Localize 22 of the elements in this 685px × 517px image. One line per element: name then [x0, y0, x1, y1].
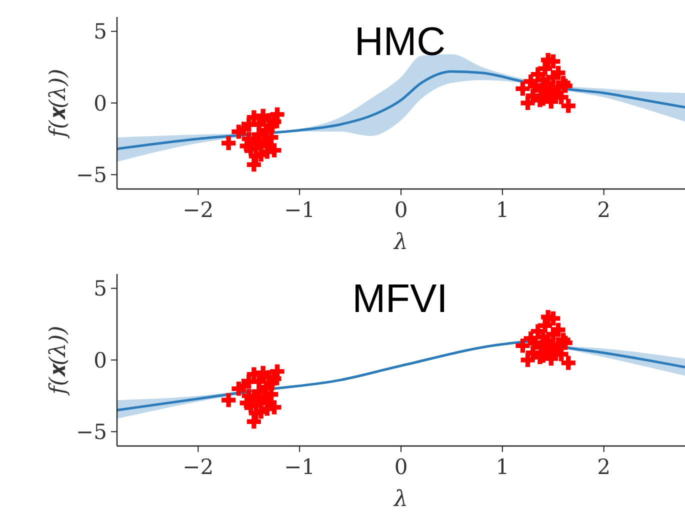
y-tick-label: −5 [76, 163, 107, 188]
y-tick-label: −5 [76, 420, 107, 444]
chart-title: HMC [354, 20, 446, 64]
y-tick-label: 0 [94, 348, 107, 372]
y-tick-label: 5 [94, 20, 107, 44]
x-axis-title: λ [393, 487, 408, 512]
x-tick-label: −2 [182, 455, 214, 479]
y-axis-title: f(𝐱(λ)) [46, 326, 71, 396]
x-tick-label: −2 [182, 198, 214, 222]
x-tick-label: −1 [284, 455, 316, 479]
x-tick-label: 2 [597, 455, 611, 479]
x-axis-title: λ [393, 230, 408, 255]
x-tick-label: 2 [597, 198, 611, 222]
chart-title: MFVI [352, 277, 448, 321]
y-tick-label: 5 [94, 276, 107, 301]
y-tick-label: 0 [94, 91, 107, 116]
y-axis-title: f(𝐱(λ)) [46, 68, 71, 140]
x-tick-label: 1 [496, 455, 510, 479]
x-tick-label: 0 [394, 198, 408, 222]
x-tick-label: −1 [284, 198, 316, 222]
x-tick-label: 0 [394, 455, 408, 479]
x-tick-label: 1 [496, 198, 510, 222]
